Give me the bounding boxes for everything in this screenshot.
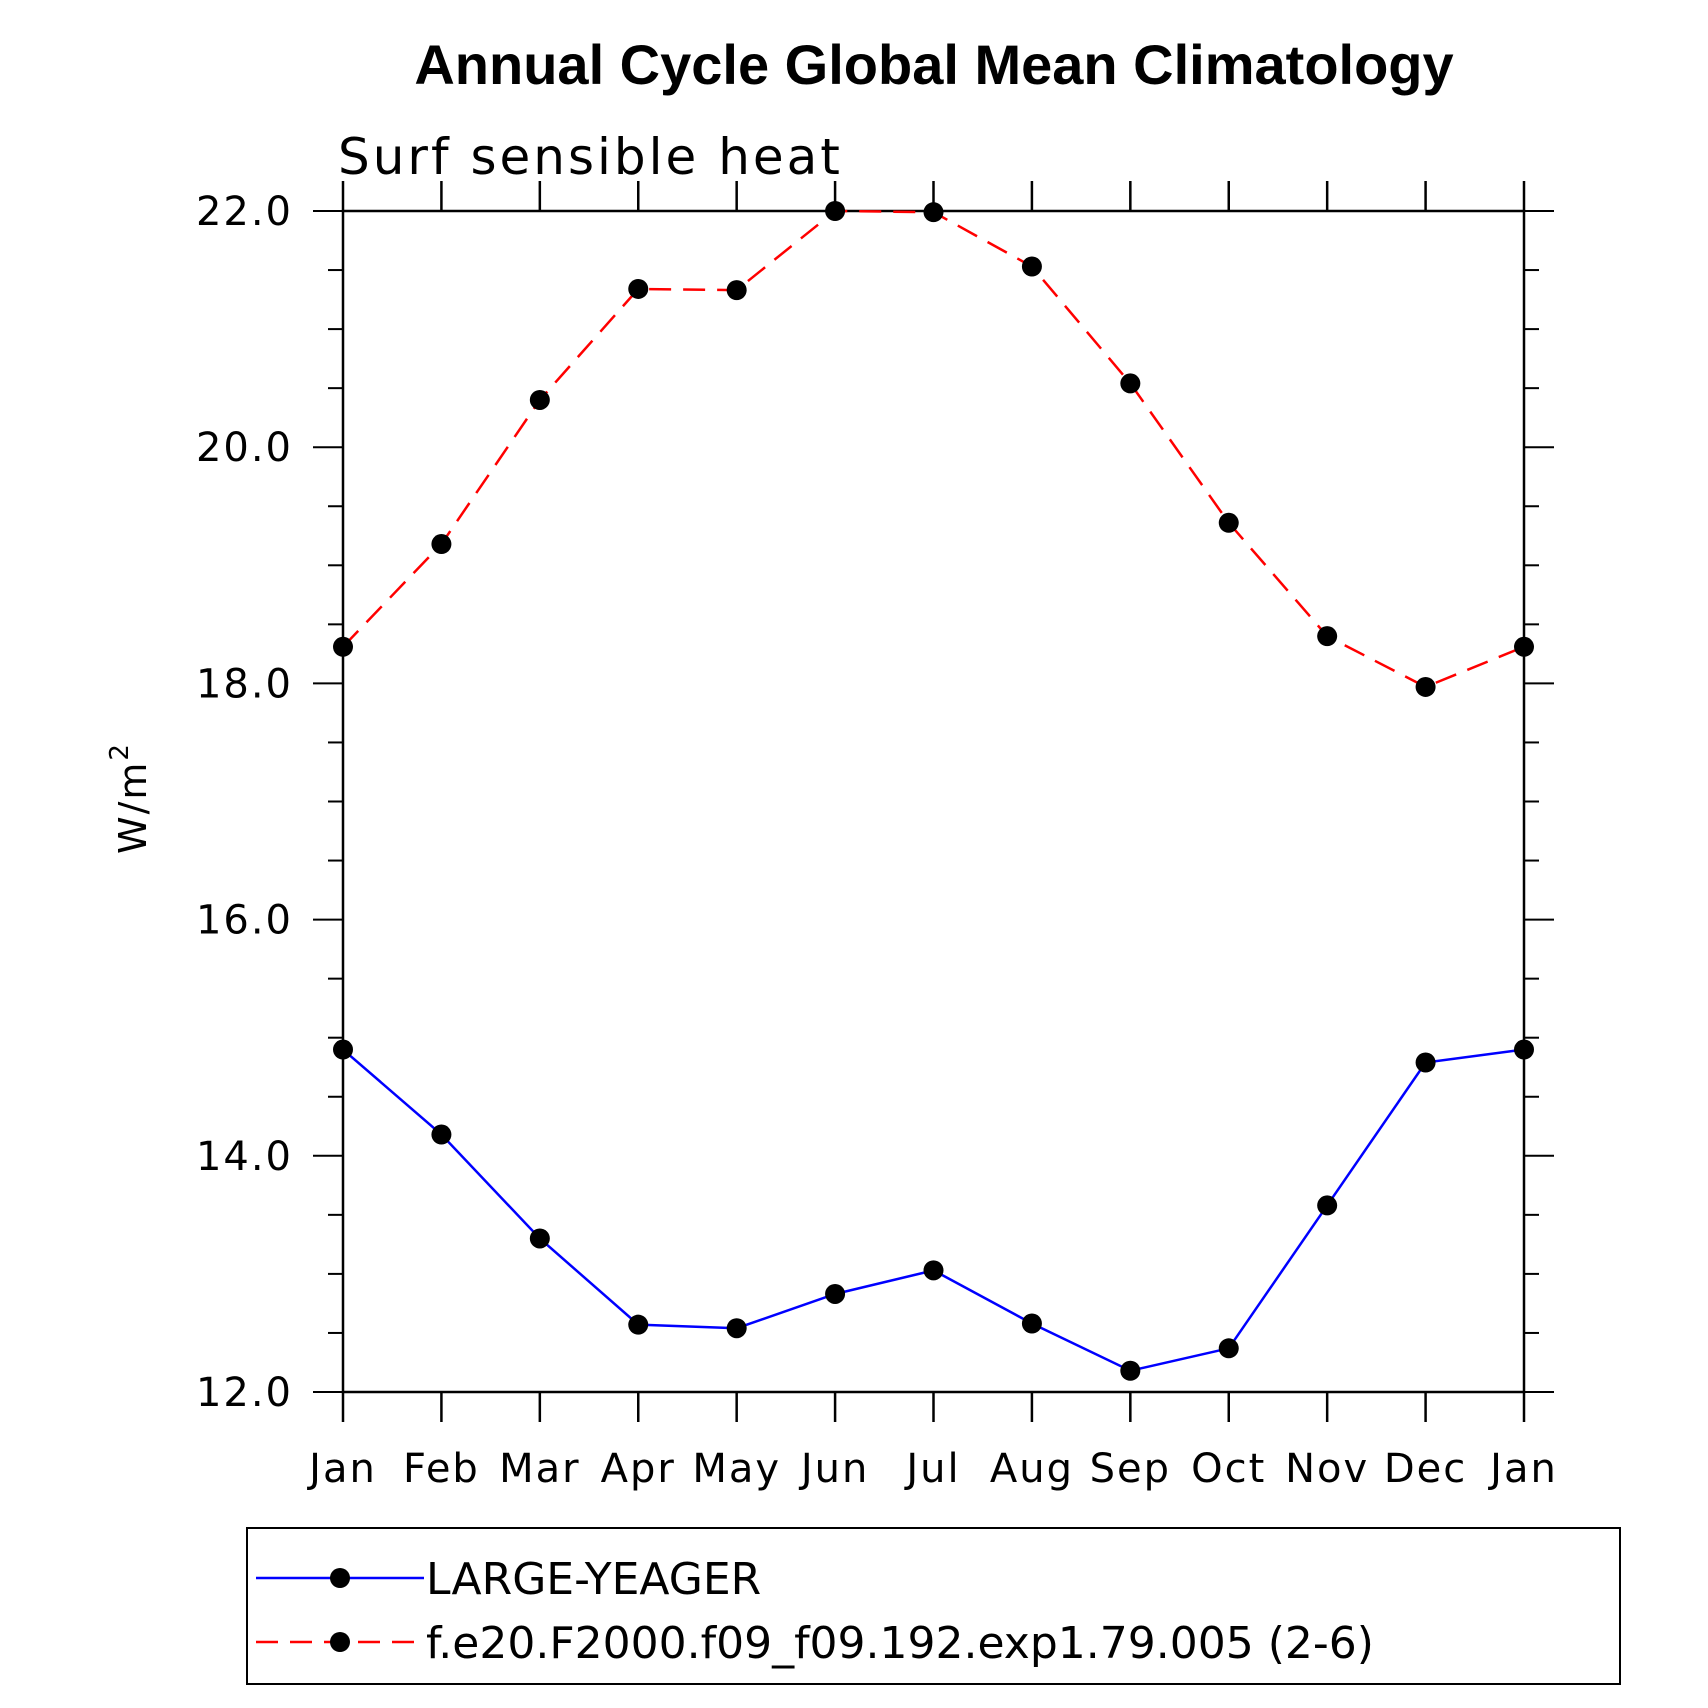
y-axis-label: W/m2: [105, 742, 155, 854]
y-tick-label: 12.0: [196, 1370, 293, 1416]
series-1-point: [923, 202, 944, 223]
series-0-point: [726, 1318, 747, 1339]
x-tick-label: Jul: [903, 1446, 960, 1492]
series-1-point: [726, 280, 747, 301]
x-tick-label: Oct: [1191, 1446, 1266, 1492]
series-1-point: [825, 201, 846, 221]
legend: LARGE-YEAGER f.e20.F2000.f09_f09.192.exp1…: [246, 1527, 1621, 1685]
series-0-point: [1514, 1039, 1534, 1060]
y-tick-label: 22.0: [196, 189, 293, 235]
x-tick-label: May: [692, 1446, 781, 1492]
y-tick-label: 16.0: [196, 898, 293, 944]
y-tick-label: 18.0: [196, 661, 293, 707]
chart-title: Annual Cycle Global Mean Climatology: [414, 33, 1453, 96]
series-0-point: [333, 1039, 353, 1060]
series-1-point: [529, 389, 550, 410]
series-line-0: [342, 1048, 1525, 1373]
x-tick-label: Mar: [499, 1446, 580, 1492]
series-0-point: [1021, 1313, 1042, 1334]
x-tick-label: Sep: [1090, 1446, 1171, 1492]
series-1-point: [1218, 512, 1239, 533]
series-0-point: [628, 1314, 649, 1335]
x-tick-label: Nov: [1285, 1446, 1369, 1492]
y-axis-label-text: W/m: [111, 761, 155, 854]
series-line-1: [342, 209, 1525, 689]
series-1-point: [431, 534, 452, 555]
x-tick-label: Aug: [990, 1446, 1074, 1492]
legend-box: [246, 1527, 1621, 1685]
x-tick-label: Feb: [403, 1446, 480, 1492]
series-0-point: [529, 1228, 550, 1249]
x-tick-label: Jan: [306, 1446, 377, 1492]
series-1-point: [1021, 256, 1042, 277]
x-tick-label: Jun: [798, 1446, 870, 1492]
legend-marker-1: [330, 1632, 350, 1652]
y-tick-label: 14.0: [196, 1134, 293, 1180]
series-1-point: [1514, 636, 1534, 657]
series-1-point: [1120, 373, 1141, 394]
legend-label-0: LARGE-YEAGER: [426, 1554, 761, 1605]
y-axis-label-superscript: 2: [105, 742, 135, 761]
series-0-point: [1415, 1052, 1436, 1073]
chart-subtitle: Surf sensible heat: [338, 128, 843, 186]
series-0-point: [825, 1283, 846, 1304]
y-tick-label: 20.0: [196, 425, 293, 471]
series-0-point: [1317, 1195, 1338, 1216]
plot-frame: [341, 209, 1526, 1394]
series-1-point: [1415, 676, 1436, 697]
svg-text:W/m2: W/m2: [105, 742, 155, 854]
series-1-point: [1317, 626, 1338, 647]
series-1-point: [333, 636, 353, 657]
series-0-point: [1218, 1338, 1239, 1359]
series-1-point: [628, 278, 649, 299]
series-0-point: [923, 1260, 944, 1281]
legend-label-1: f.e20.F2000.f09_f09.192.exp1.79.005 (2-6…: [426, 1618, 1374, 1669]
x-tick-label: Jan: [1487, 1446, 1558, 1492]
series-0-point: [1120, 1360, 1141, 1381]
x-tick-label: Apr: [601, 1446, 676, 1492]
legend-marker-0: [330, 1568, 350, 1588]
x-tick-label: Dec: [1384, 1446, 1467, 1492]
series-0-point: [431, 1124, 452, 1145]
